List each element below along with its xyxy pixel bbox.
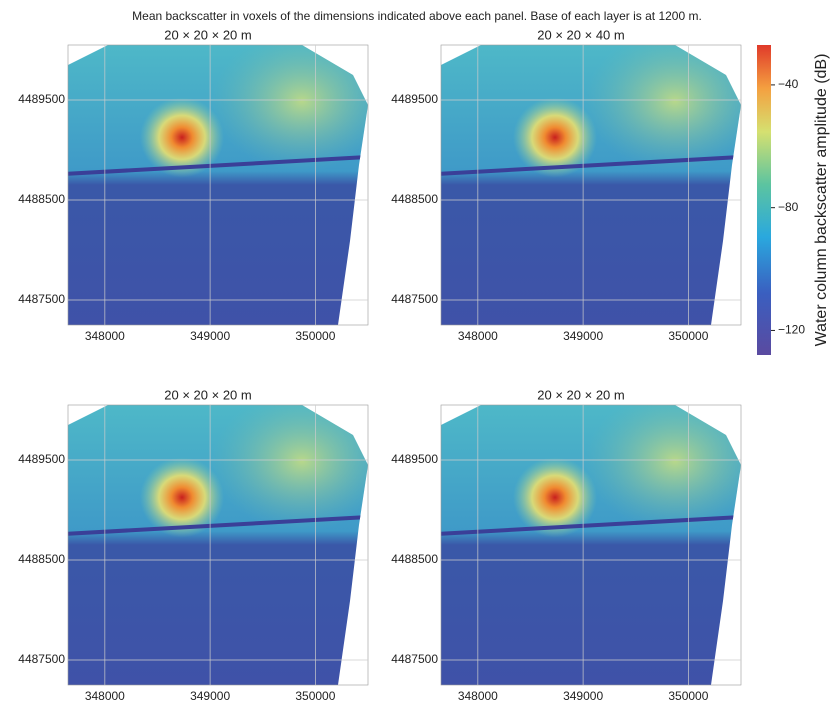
x-tick-label: 350000 [668,689,708,703]
field-green [212,45,368,171]
heatmap-field [441,45,741,325]
y-tick-label: 4487500 [18,652,65,666]
y-tick-label: 4488500 [391,552,438,566]
field-hotspot [513,457,597,538]
field-green [585,405,741,531]
field-hotspot [513,97,597,178]
panel: 348000 349000 350000 4487500 4488500 4489500 2… [391,387,742,703]
field-hotspot [140,457,224,538]
panel: 348000 349000 350000 4487500 4488500 4489500 2… [18,387,369,703]
field-band [68,155,368,176]
panel-title: 20 × 20 × 20 m [164,27,251,42]
colorbar-tick-label: −80 [778,200,799,214]
heatmap-field [68,45,368,325]
heatmap-field [68,405,368,685]
x-tick-label: 350000 [668,329,708,343]
x-tick-label: 348000 [458,329,498,343]
x-tick-label: 350000 [295,689,335,703]
colorbar-label: Water column backscatter amplitude (dB) [813,54,830,347]
y-tick-label: 4489500 [391,92,438,106]
x-tick-label: 348000 [458,689,498,703]
field-band [441,515,741,536]
x-tick-label: 349000 [563,329,603,343]
panel: 348000 349000 350000 4487500 4488500 4489500 2… [18,27,369,343]
y-tick-label: 4488500 [18,552,65,566]
y-tick-label: 4487500 [391,292,438,306]
field-green [212,405,368,531]
heatmap-field [441,405,741,685]
field-hotspot [140,97,224,178]
panel-title: 20 × 20 × 20 m [537,387,624,402]
panel-frame [67,404,369,686]
y-tick-label: 4489500 [18,92,65,106]
panel-frame [440,404,742,686]
field-band [68,515,368,536]
panel: 348000 349000 350000 4487500 4488500 4489500 2… [391,27,742,343]
colorbar-tick-label: −120 [778,323,805,337]
panel-title: 20 × 20 × 20 m [164,387,251,402]
x-tick-label: 349000 [190,689,230,703]
x-tick-label: 348000 [85,329,125,343]
figure-title: Mean backscatter in voxels of the dimens… [132,9,702,23]
panel-frame [67,44,369,326]
y-tick-label: 4487500 [18,292,65,306]
x-tick-label: 349000 [190,329,230,343]
x-tick-label: 348000 [85,689,125,703]
x-tick-label: 350000 [295,329,335,343]
y-tick-label: 4488500 [18,192,65,206]
colorbar-tick-label: −40 [778,77,799,91]
y-tick-label: 4489500 [18,452,65,466]
panel-frame [440,44,742,326]
colorbar-gradient [757,45,771,355]
y-tick-label: 4487500 [391,652,438,666]
field-band [441,155,741,176]
x-tick-label: 349000 [563,689,603,703]
colorbar: Water column backscatter amplitude (dB) [757,45,830,355]
y-tick-label: 4489500 [391,452,438,466]
panel-title: 20 × 20 × 40 m [537,27,624,42]
field-green [585,45,741,171]
y-tick-label: 4488500 [391,192,438,206]
